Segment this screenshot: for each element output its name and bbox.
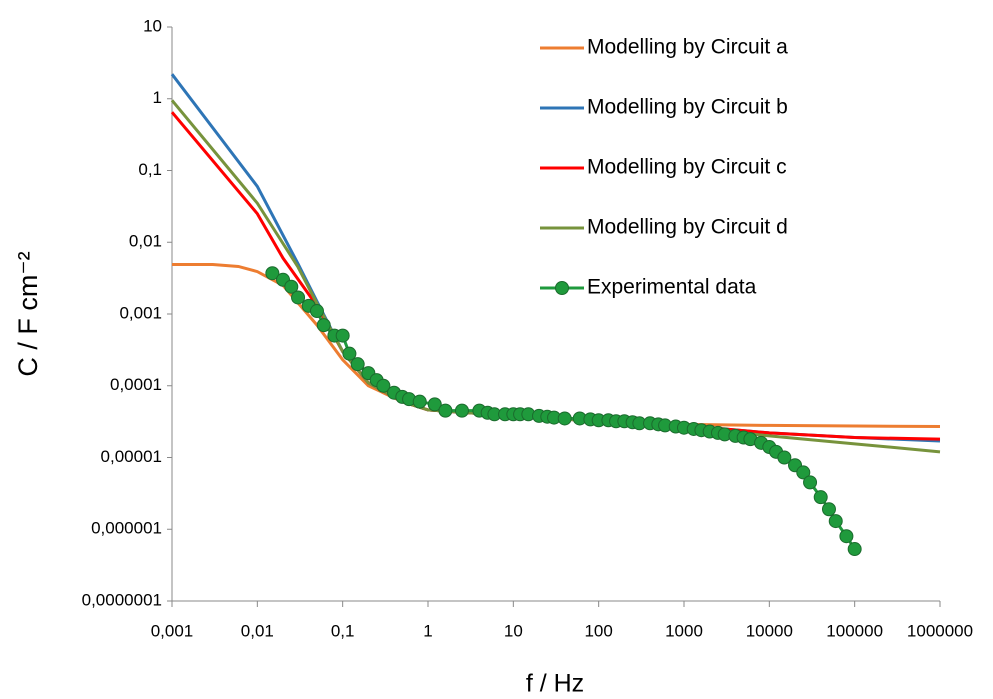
data-point [813,490,828,505]
data-point [309,304,324,319]
x-tick-label: 0,01 [241,621,274,640]
data-point [265,266,280,281]
data-point [376,378,391,393]
data-point [412,394,427,409]
x-tick-label: 1000 [665,621,703,640]
x-tick-label: 100 [584,621,612,640]
x-tick-label: 10 [504,621,523,640]
x-tick-label: 1000000 [907,621,973,640]
legend-label: Modelling by Circuit b [587,96,788,119]
data-point [828,514,843,529]
y-tick-label: 0,0000001 [82,590,162,609]
data-point [316,318,331,333]
series-line [170,73,941,443]
data-point [454,403,469,418]
data-point [796,465,811,480]
data-point [777,450,792,465]
legend-marker [555,281,569,295]
y-tick-label: 0,000001 [91,519,162,538]
data-point [821,502,836,517]
y-tick-label: 10 [143,16,162,35]
series-line [271,271,856,550]
x-tick-label: 0,1 [331,621,355,640]
y-tick-label: 0,001 [119,303,162,322]
x-tick-label: 0,001 [151,621,194,640]
data-point [427,397,442,412]
data-point [847,542,862,557]
x-tick-label: 100000 [826,621,883,640]
y-tick-label: 0,0001 [110,375,162,394]
data-point [803,475,818,490]
x-tick-label: 10000 [746,621,793,640]
x-axis-label: f / Hz [526,670,584,698]
data-point [438,403,453,418]
data-point [284,279,299,294]
legend-label: Modelling by Circuit d [587,216,788,239]
y-axis-label: C / F cm⁻² [13,251,43,376]
data-point [342,346,357,361]
y-tick-label: 1 [153,88,162,107]
legend-label: Experimental data [587,276,757,299]
data-point [557,411,572,426]
y-tick-label: 0,01 [129,232,162,251]
legend-label: Modelling by Circuit a [587,36,788,59]
data-point [350,357,365,372]
data-point [335,328,350,343]
y-tick-label: 0,1 [138,160,162,179]
y-tick-label: 0,00001 [101,447,162,466]
data-point [839,529,854,544]
legend-label: Modelling by Circuit c [587,156,787,179]
x-tick-label: 1 [423,621,432,640]
data-point [291,290,306,305]
